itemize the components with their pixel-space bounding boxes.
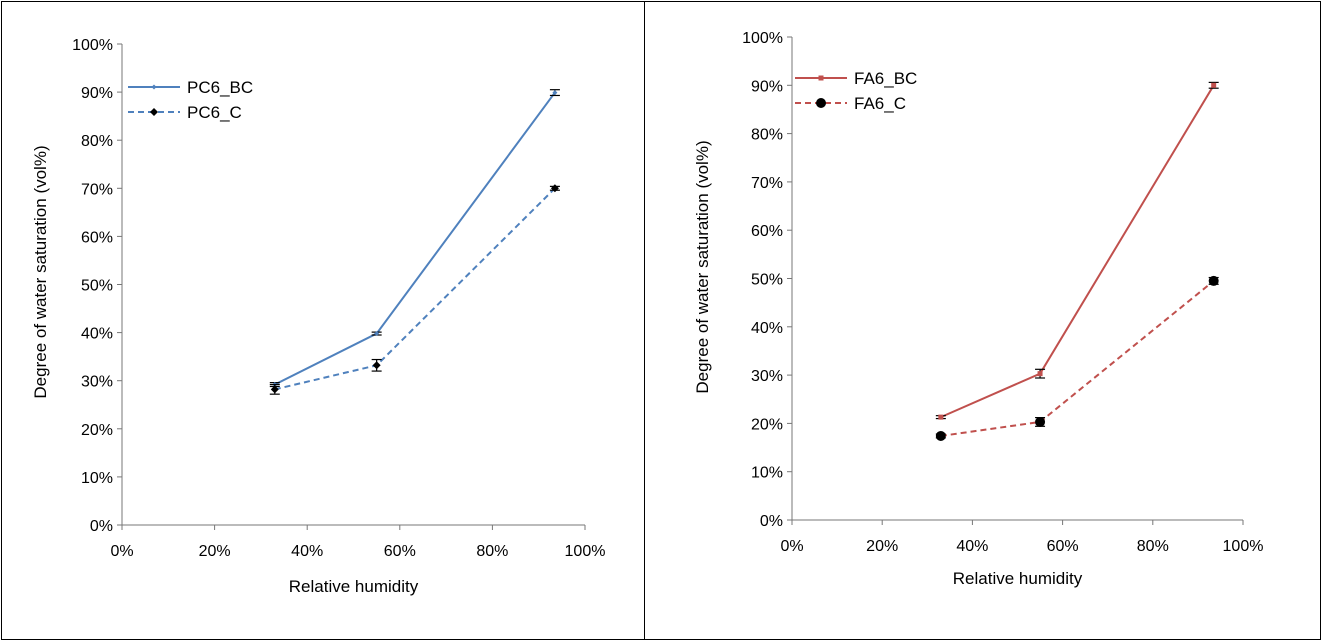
y-tick-label: 100% xyxy=(72,37,113,54)
data-point xyxy=(270,385,279,394)
right-chart-panel: 0% 10% 20% 30% 40% 50% 60% 70% 80% 90% 100% 0% 20% 40… xyxy=(644,1,1321,640)
data-point xyxy=(1211,82,1217,88)
data-point xyxy=(374,331,380,337)
y-tick-label: 100% xyxy=(742,30,783,47)
y-axis-label: Degree of water saturation (vol%) xyxy=(31,145,50,398)
x-tick-label: 80% xyxy=(1137,538,1169,555)
x-tick-label: 0% xyxy=(780,538,803,555)
data-point xyxy=(550,184,559,193)
series-line-pc6_bc xyxy=(274,91,556,386)
y-tick-label: 70% xyxy=(81,181,113,198)
y-tick-label: 30% xyxy=(751,368,783,385)
series-line-fa6_c xyxy=(940,280,1215,437)
legend-label: PC6_BC xyxy=(187,78,253,97)
data-point xyxy=(1035,416,1046,427)
y-tick-label: 10% xyxy=(81,470,113,487)
y-tick-label: 0% xyxy=(90,518,113,535)
x-tick-label: 20% xyxy=(866,538,898,555)
x-tick-label: 60% xyxy=(1047,538,1079,555)
legend-marker xyxy=(151,84,157,90)
left-chart: 0% 10% 20% 30% 40% 50% 60% 70% 80% 90% 100% 0% 20% 40… xyxy=(31,37,606,596)
y-tick-label: 0% xyxy=(760,513,783,530)
data-point xyxy=(552,90,558,96)
data-point xyxy=(372,361,381,370)
y-tick-label: 30% xyxy=(81,374,113,391)
legend-marker xyxy=(150,108,158,116)
data-point xyxy=(938,414,944,420)
data-point xyxy=(935,430,946,441)
series-line-fa6_bc xyxy=(940,84,1215,419)
y-axis-label: Degree of water saturation (vol%) xyxy=(693,140,712,393)
legend-marker xyxy=(816,98,826,108)
series-line-pc6_c xyxy=(274,187,556,391)
y-tick-label: 70% xyxy=(751,175,783,192)
y-tick-label: 80% xyxy=(81,133,113,150)
x-tick-label: 100% xyxy=(565,543,606,560)
data-point xyxy=(1037,371,1043,377)
y-tick-label: 20% xyxy=(751,416,783,433)
y-tick-label: 90% xyxy=(81,85,113,102)
right-chart: 0% 10% 20% 30% 40% 50% 60% 70% 80% 90% 100% 0% 20% 40… xyxy=(693,30,1264,588)
y-tick-label: 50% xyxy=(81,278,113,295)
legend-marker xyxy=(818,75,824,81)
x-tick-label: 40% xyxy=(291,543,323,560)
left-chart-panel: 0% 10% 20% 30% 40% 50% 60% 70% 80% 90% 100% 0% 20% 40… xyxy=(1,1,645,640)
legend-label: FA6_BC xyxy=(854,69,917,88)
y-tick-label: 60% xyxy=(751,223,783,240)
y-tick-label: 50% xyxy=(751,272,783,289)
y-tick-label: 80% xyxy=(751,127,783,144)
y-tick-label: 40% xyxy=(751,320,783,337)
x-axis-label: Relative humidity xyxy=(953,569,1083,588)
y-tick-label: 60% xyxy=(81,229,113,246)
y-tick-label: 40% xyxy=(81,326,113,343)
x-tick-label: 0% xyxy=(110,543,133,560)
y-tick-label: 10% xyxy=(751,465,783,482)
x-tick-label: 60% xyxy=(384,543,416,560)
legend-label: FA6_C xyxy=(854,94,906,113)
legend-label: PC6_C xyxy=(187,103,242,122)
x-tick-label: 100% xyxy=(1223,538,1264,555)
data-point xyxy=(1208,275,1219,286)
x-tick-label: 20% xyxy=(199,543,231,560)
x-tick-label: 40% xyxy=(956,538,988,555)
x-tick-label: 80% xyxy=(476,543,508,560)
y-tick-label: 90% xyxy=(751,78,783,95)
x-axis-label: Relative humidity xyxy=(289,577,419,596)
y-tick-label: 20% xyxy=(81,422,113,439)
